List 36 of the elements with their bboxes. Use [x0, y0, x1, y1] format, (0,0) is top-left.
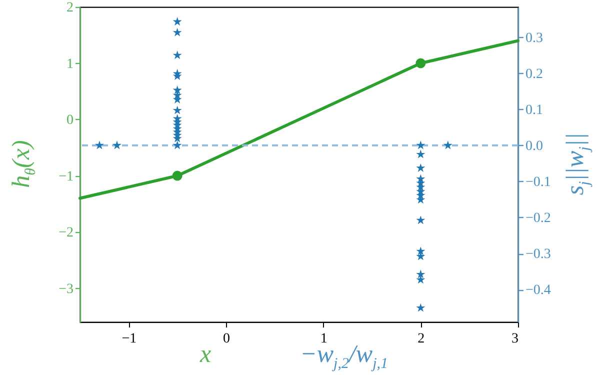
point — [172, 17, 182, 26]
point — [416, 303, 426, 312]
y-tick-label: −3 — [58, 282, 74, 297]
point — [172, 50, 182, 60]
point — [112, 140, 122, 150]
y2-tick-label: 0.0 — [526, 138, 543, 154]
x-tick-label: 3 — [512, 332, 518, 346]
y-tick-label: 1 — [66, 56, 74, 72]
x-tick-label: 2 — [418, 332, 425, 346]
line-series — [78, 39, 520, 200]
point — [443, 140, 452, 150]
point — [172, 106, 182, 114]
point — [416, 275, 426, 284]
point — [416, 150, 426, 158]
point — [416, 246, 426, 256]
x-tick-label: 0 — [223, 332, 230, 346]
y2-tick-label: 0.1 — [526, 102, 543, 118]
y-tick-label: −1 — [58, 169, 74, 184]
point — [94, 140, 104, 150]
y2-tick-label: 0.2 — [526, 66, 543, 82]
x-tick-label: −1 — [122, 332, 137, 346]
point — [416, 140, 426, 150]
point — [416, 163, 426, 172]
y-tick-label: −2 — [58, 226, 74, 240]
point — [172, 28, 182, 36]
y-tick-label: 2 — [66, 0, 74, 16]
y2-tick-label: −0.3 — [526, 247, 551, 262]
y2-tick-label: −0.2 — [526, 210, 551, 226]
x-axis-title: x — [200, 341, 212, 368]
y2-tick-label: −0.4 — [526, 283, 551, 298]
point — [416, 270, 426, 278]
point — [416, 216, 426, 224]
y2-tick-label: 0.3 — [526, 30, 543, 46]
point — [172, 140, 182, 150]
y2-tick-label: −0.1 — [526, 174, 551, 190]
y-tick-label: 0 — [66, 113, 74, 128]
